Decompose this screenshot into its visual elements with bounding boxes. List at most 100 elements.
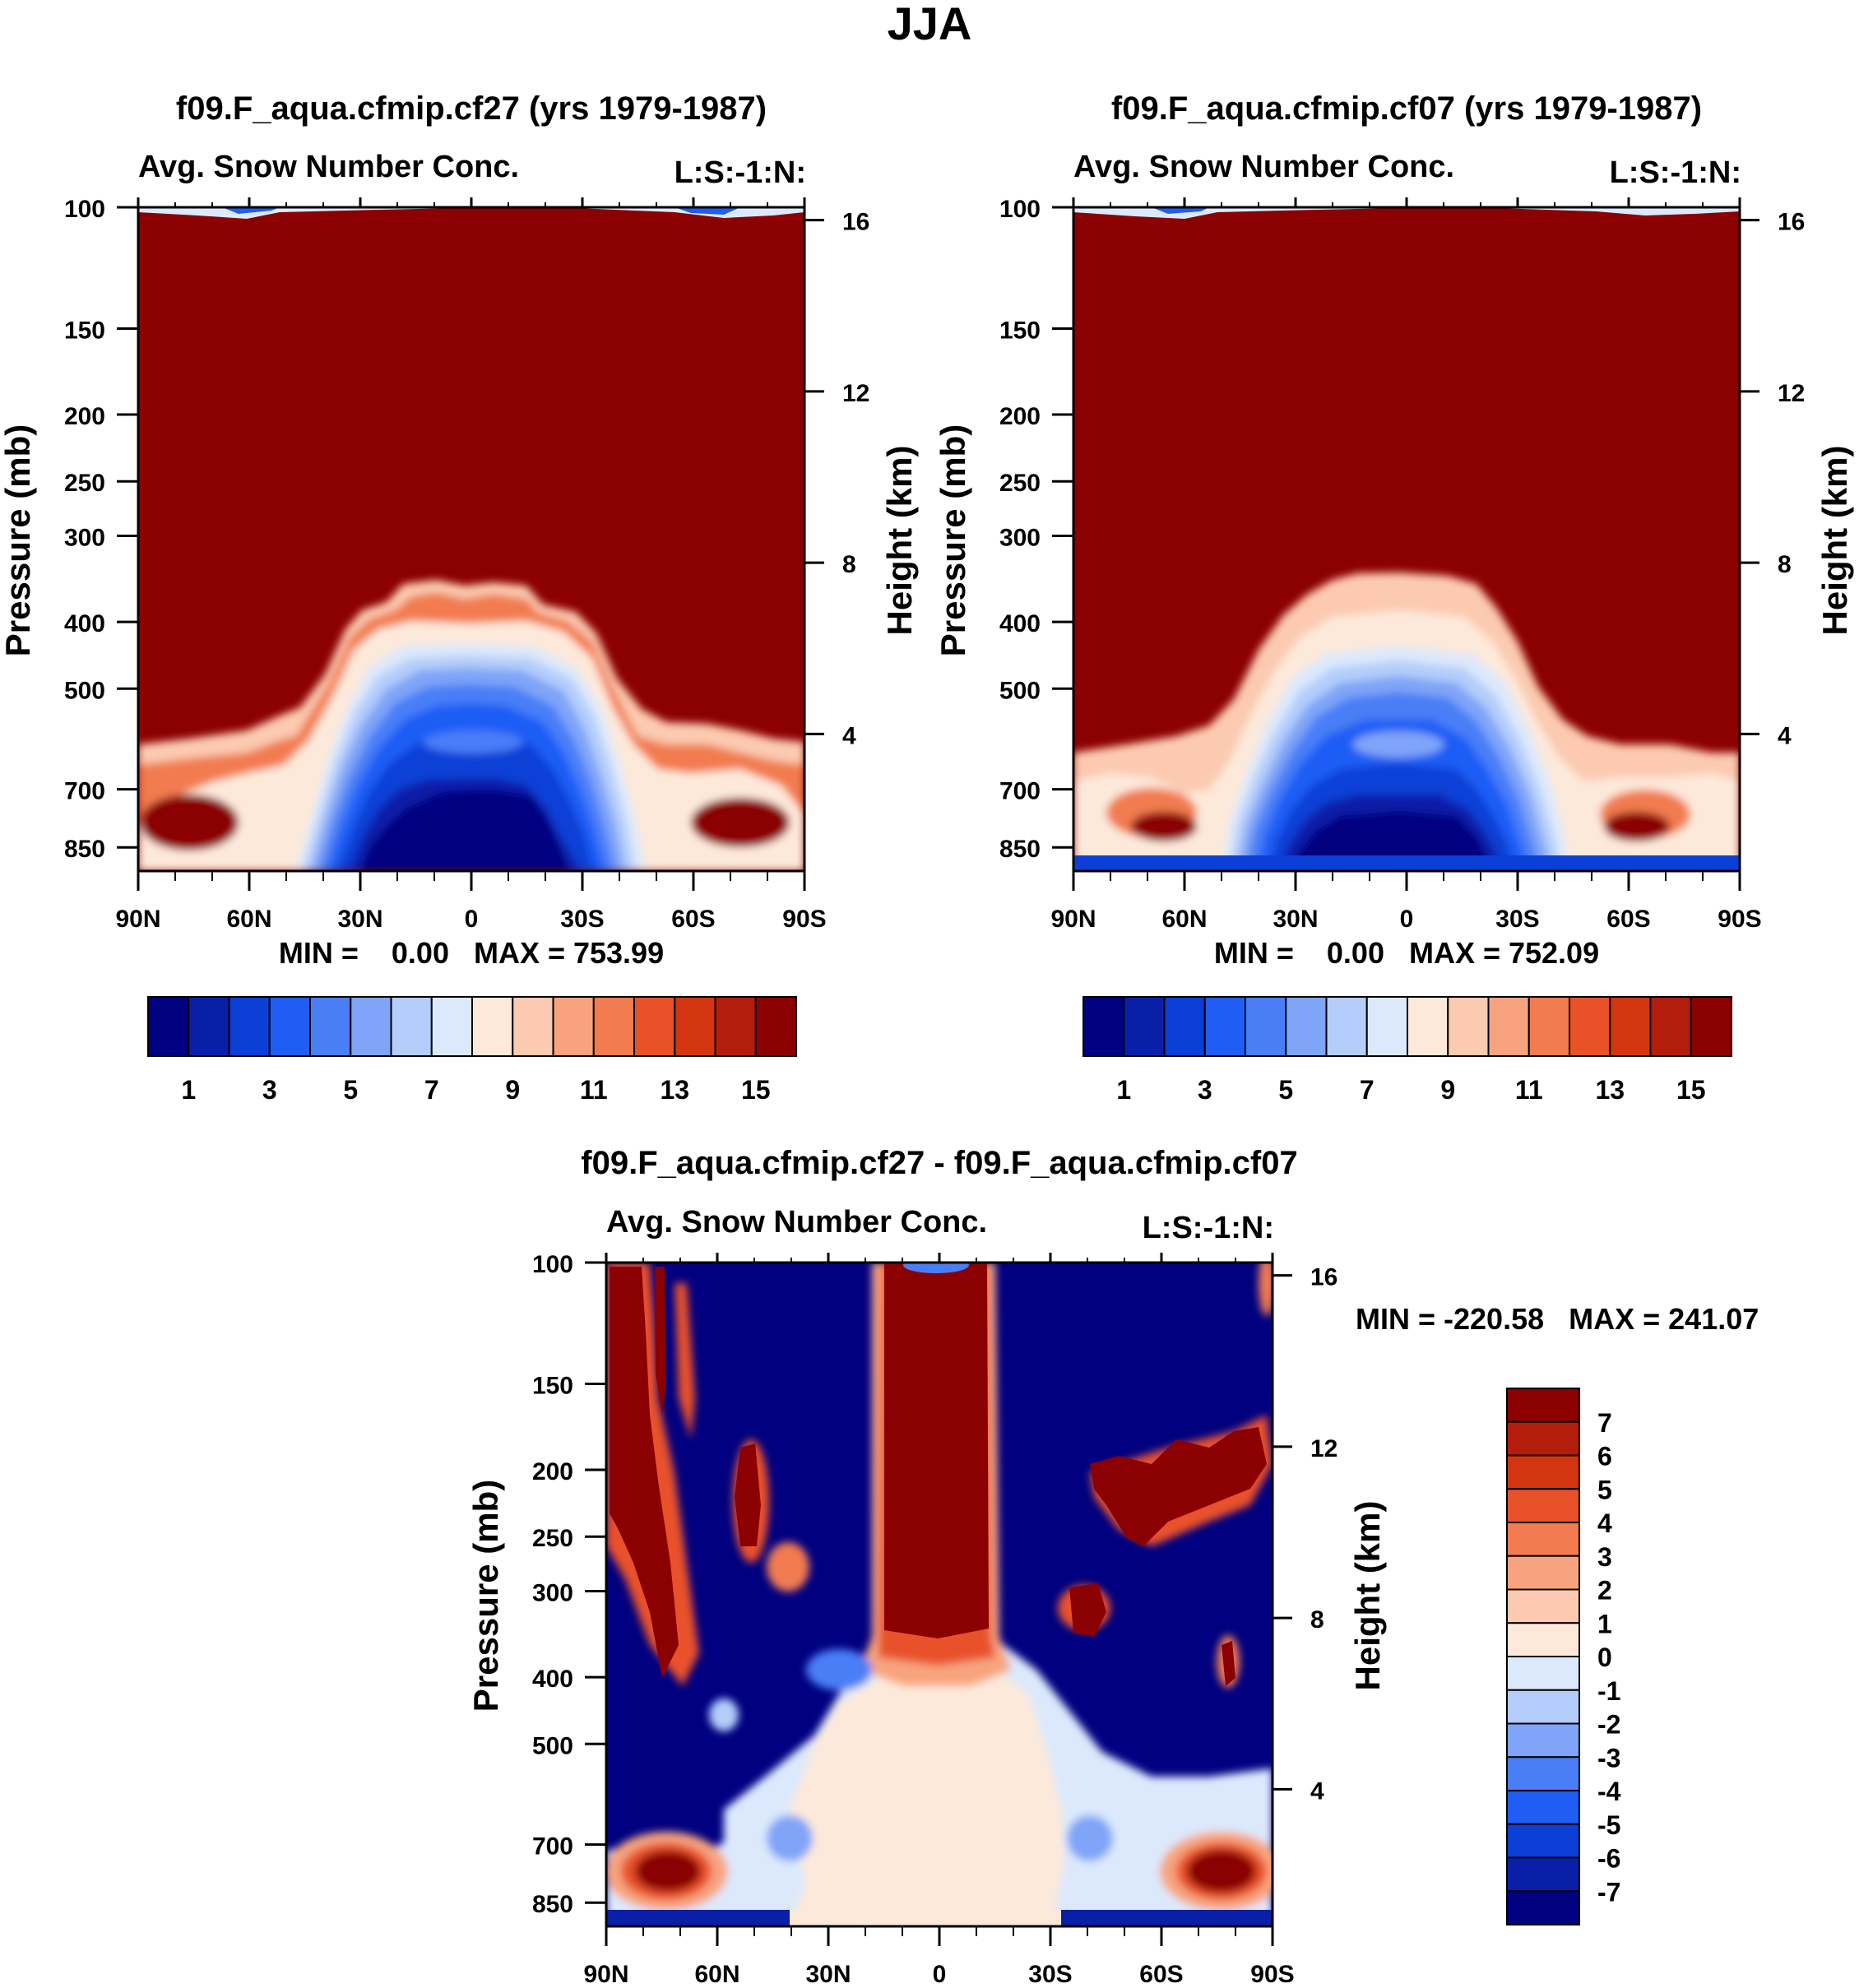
colorbar-swatch <box>1506 1522 1580 1557</box>
y2-tick-label: 8 <box>842 551 856 578</box>
x-tick-label: 30S <box>1495 906 1539 933</box>
y-tick-label: 300 <box>532 1580 573 1607</box>
contour-field <box>138 207 804 871</box>
colorbar-label: -1 <box>1597 1676 1620 1706</box>
x-tick-label: 90N <box>1050 906 1096 933</box>
x-tick-label: 30S <box>1028 1961 1072 1988</box>
y-axis-ticks: 100 150 200 250 300 400 500 700 850 <box>64 196 138 863</box>
y-tick-label: 700 <box>64 778 105 805</box>
colorbar-swatch <box>309 996 352 1057</box>
colorbar-label: 0 <box>1597 1643 1612 1672</box>
y-tick-label: 250 <box>532 1525 573 1552</box>
y-tick-label: 100 <box>532 1251 573 1278</box>
y-tick-label: 300 <box>64 525 105 552</box>
y-axis-label: Pressure (mb) <box>0 424 37 656</box>
x-tick-label: 60N <box>694 1961 739 1988</box>
colorbar-swatch <box>1506 1722 1580 1759</box>
x-axis-ticks: 90N 60N 30N 0 30S 60S 90S <box>583 1253 1295 1988</box>
colorbar-label: 7 <box>424 1075 439 1105</box>
y-tick-label: 400 <box>999 610 1041 637</box>
x-tick-label: 0 <box>1400 906 1414 933</box>
y2-tick-label: 4 <box>1310 1777 1324 1805</box>
panel-top-left: f09.F_aqua.cfmip.cf27 (yrs 1979-1987) Av… <box>0 90 919 1105</box>
colorbar-label: 13 <box>660 1075 689 1105</box>
colorbar-label: 9 <box>505 1075 520 1105</box>
x-tick-label: 0 <box>465 906 479 933</box>
panel-subtitle-left: Avg. Snow Number Conc. <box>1073 150 1454 184</box>
y2-axis-ticks: 16 12 8 4 <box>804 209 869 749</box>
contour-field <box>606 1263 1273 1926</box>
x-tick-label: 30N <box>805 1961 851 1988</box>
colorbar-swatch <box>1407 996 1449 1057</box>
x-tick-label: 60S <box>671 906 715 933</box>
y-tick-label: 100 <box>64 196 105 223</box>
y2-tick-label: 8 <box>1778 551 1792 578</box>
x-axis-ticks: 90N 60N 30N 0 30S 60S 90S <box>115 197 827 933</box>
colorbar-label: 11 <box>580 1075 608 1105</box>
x-tick-label: 90S <box>782 906 826 933</box>
colorbar-swatch <box>1506 1823 1580 1859</box>
x-tick-label: 60S <box>1606 906 1650 933</box>
colorbar-label: 13 <box>1595 1075 1625 1105</box>
colorbar-swatch <box>552 996 595 1057</box>
y2-axis-ticks: 16 12 8 4 <box>1740 209 1805 749</box>
colorbar: 7 6 5 4 3 2 1 0 -1 -2-3 -4 -5 -6-7 <box>1506 1388 1621 1925</box>
colorbar-swatch <box>1123 996 1166 1057</box>
colorbar-label: 1 <box>1116 1075 1131 1105</box>
colorbar-swatch <box>1506 1454 1580 1490</box>
y-tick-label: 250 <box>64 470 105 497</box>
y-tick-label: 850 <box>532 1891 573 1918</box>
x-tick-label: 60N <box>1161 906 1207 933</box>
colorbar-swatch <box>592 996 635 1057</box>
y2-axis-label: Height (km) <box>1815 446 1854 636</box>
colorbar-swatch <box>1447 996 1490 1057</box>
colorbar-swatch <box>754 996 797 1057</box>
colorbar-label: 1 <box>181 1075 196 1105</box>
colorbar-label: 5 <box>1278 1075 1293 1105</box>
x-tick-label: 90S <box>1250 1961 1294 1988</box>
colorbar-label: 15 <box>741 1075 771 1105</box>
colorbar-label: -2 <box>1597 1710 1620 1740</box>
y2-tick-label: 4 <box>842 722 856 749</box>
y2-tick-label: 16 <box>1778 209 1805 236</box>
x-tick-label: 60N <box>226 906 271 933</box>
x-tick-label: 0 <box>933 1961 947 1988</box>
colorbar-label: 2 <box>1597 1576 1612 1606</box>
colorbar: 1 3 5 7 9 11 13 15 <box>147 996 797 1105</box>
stats-text: MIN = 0.00 MAX = 753.99 <box>279 936 664 970</box>
colorbar-swatch <box>1506 1622 1580 1657</box>
y-axis-label: Pressure (mb) <box>466 1480 505 1712</box>
colorbar: 1 3 5 7 9 11 13 15 <box>1082 996 1732 1105</box>
y-tick-label: 200 <box>64 403 105 430</box>
y-tick-label: 850 <box>64 836 105 863</box>
colorbar-swatch <box>1609 996 1652 1057</box>
colorbar-label: 7 <box>1360 1075 1375 1105</box>
x-tick-label: 30N <box>1273 906 1318 933</box>
y-tick-label: 850 <box>999 836 1041 863</box>
colorbar-swatch <box>350 996 392 1057</box>
colorbar-swatch <box>1487 996 1530 1057</box>
colorbar-swatch <box>1506 1656 1580 1691</box>
y-tick-label: 500 <box>532 1732 573 1759</box>
colorbar-label: -3 <box>1597 1743 1620 1773</box>
x-tick-label: 90S <box>1718 906 1761 933</box>
y2-axis-label: Height (km) <box>880 446 919 636</box>
colorbar-swatch <box>1649 996 1692 1057</box>
y-tick-label: 500 <box>64 677 105 704</box>
y-tick-label: 250 <box>999 470 1041 497</box>
colorbar-label: 11 <box>1515 1075 1543 1105</box>
colorbar-label: 3 <box>262 1075 277 1105</box>
colorbar-label: -4 <box>1597 1777 1621 1806</box>
y-axis-label: Pressure (mb) <box>934 424 972 656</box>
y2-axis-ticks: 16 12 8 4 <box>1273 1264 1337 1805</box>
y-tick-label: 500 <box>999 677 1041 704</box>
colorbar-swatch <box>228 996 271 1057</box>
contour-field <box>1073 207 1740 871</box>
y-axis-ticks: 100 150 200 250 300 400 500 700 850 <box>999 196 1073 863</box>
y2-tick-label: 16 <box>1310 1264 1337 1291</box>
colorbar-label: 5 <box>343 1075 358 1105</box>
y-tick-label: 700 <box>999 778 1041 805</box>
colorbar-label: 7 <box>1597 1408 1612 1438</box>
colorbar-swatch <box>188 996 230 1057</box>
panel-subtitle-right: L:S:-1:N: <box>1610 155 1741 190</box>
